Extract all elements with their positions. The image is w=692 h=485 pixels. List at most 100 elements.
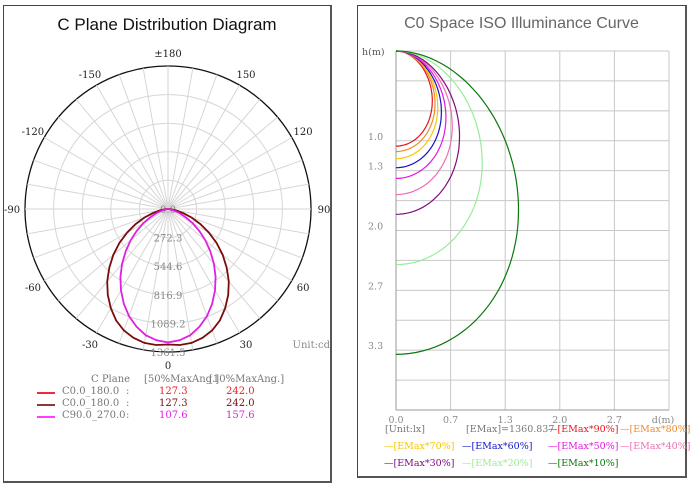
legend-header-plane: C Plane <box>91 374 131 385</box>
legend-row: C0.0_180.0 : 127.3 242.0 <box>4 398 333 410</box>
legend-header: C Plane [50%MaxAng.] [10%MaxAng.] <box>4 374 333 386</box>
legend-value-50: 127.3 <box>159 398 188 409</box>
iso-legend-item: —[EMax*20%] <box>462 458 533 469</box>
legend-row: C90.0_270.0 : 107.6 157.6 <box>4 410 333 422</box>
polar-grid-spoke <box>118 208 169 344</box>
iso-legend-item: —[EMax*90%] <box>548 424 619 435</box>
iso-y-tick-label: 1.3 <box>368 162 383 173</box>
polar-grid-spoke <box>96 208 169 334</box>
iso-curve-emax-10- <box>395 50 520 355</box>
polar-grid-spoke <box>27 208 169 235</box>
polar-grid-spoke <box>167 99 261 210</box>
iso-legend-item: —[EMax*70%] <box>384 441 455 452</box>
legend-row: C0.0_180.0 : 127.3 242.0 <box>4 386 333 398</box>
legend-value-10: 242.0 <box>226 398 255 409</box>
polar-grid-spoke <box>167 208 194 350</box>
legend-unit: [Unit:lx] <box>385 424 425 435</box>
polar-grid-spoke <box>167 68 194 210</box>
polar-grid-spoke <box>167 116 278 210</box>
polar-grid-spoke <box>167 208 240 334</box>
legend-emax: [EMax]=1360.837 <box>466 424 555 435</box>
iso-y-tick-label: 2.7 <box>368 281 383 292</box>
polar-series-c0-0-180-0 <box>106 208 230 346</box>
polar-grid-spoke <box>75 99 169 210</box>
iso-y-tick-label: 3.3 <box>368 341 383 352</box>
iso-x-tick-label: 1.3 <box>498 415 513 426</box>
polar-grid-spoke <box>167 208 309 235</box>
polar-angle-label: 0 <box>165 361 171 372</box>
polar-grid-spoke <box>167 84 240 210</box>
polar-chart: 0.0 272.3 544.6 816.9 1089.2 1361.5 0 30 60 90 120… <box>4 49 331 372</box>
legend-header-10: [10%MaxAng.] <box>209 374 285 385</box>
iso-curve-emax-90- <box>395 50 433 147</box>
legend-value-10: 157.6 <box>226 410 255 421</box>
polar-angle-label: 90 <box>318 205 331 216</box>
legend-colon: : <box>126 386 130 397</box>
polar-chart-title: C Plane Distribution Diagram <box>57 15 277 34</box>
polar-angle-label: 120 <box>294 127 313 138</box>
polar-grid-spoke <box>43 137 169 210</box>
polar-radial-label: 1361.5 <box>151 348 186 359</box>
polar-angle-label: -120 <box>22 127 44 138</box>
polar-angle-label: 150 <box>236 70 255 81</box>
iso-curve-emax-20- <box>395 50 483 266</box>
polar-grid-spoke <box>142 68 169 210</box>
legend-value-50: 107.6 <box>159 410 188 421</box>
polar-angle-label: ±180 <box>154 49 181 60</box>
iso-curve-emax-40- <box>395 50 453 196</box>
polar-radial-label: 816.9 <box>154 291 183 302</box>
polar-grid-spoke <box>142 208 169 350</box>
polar-grid-spoke <box>33 159 169 210</box>
legend-name: C0.0_180.0 <box>62 386 120 397</box>
iso-x-tick-label: 0.7 <box>443 415 458 426</box>
legend-name: C90.0_270.0 <box>62 410 126 421</box>
iso-legend-item: —[EMax*50%] <box>548 441 619 452</box>
iso-legend-item: —[EMax*60%] <box>462 441 533 452</box>
polar-angle-label: -60 <box>25 283 41 294</box>
polar-radial-label: 544.6 <box>154 262 183 273</box>
iso-curve-emax-50- <box>395 50 447 179</box>
legend-colon: : <box>126 398 130 409</box>
iso-x-tick-label: 2.7 <box>607 415 622 426</box>
polar-grid-spoke <box>167 74 218 210</box>
iso-legend-item: —[EMax*80%] <box>620 424 691 435</box>
iso-x-tick-label: 2.0 <box>552 415 567 426</box>
polar-grid-spoke <box>167 159 303 210</box>
iso-curve-emax-30- <box>395 50 461 215</box>
legend-colon: : <box>126 410 130 421</box>
polar-grid-spoke <box>27 183 169 210</box>
legend-swatch <box>37 404 55 406</box>
iso-curve-emax-60- <box>395 50 443 169</box>
legend-value-10: 242.0 <box>226 386 255 397</box>
iso-legend-item: —[EMax*10%] <box>548 458 619 469</box>
iso-y-tick-label: 2.0 <box>368 222 383 233</box>
polar-angle-label: 30 <box>240 340 253 351</box>
iso-y-axis-label: h(m) <box>362 47 385 58</box>
polar-chart-panel: C Plane Distribution Diagram 0.0 272.3 544… <box>3 5 332 483</box>
polar-series-c90-0-270-0 <box>119 208 217 344</box>
polar-angle-label: -90 <box>4 205 20 216</box>
polar-grid-spoke <box>167 183 309 210</box>
iso-legend-item: —[EMax*30%] <box>384 458 455 469</box>
polar-radial-label: 1089.2 <box>151 319 186 330</box>
iso-chart-title: C0 Space ISO Illuminance Curve <box>404 15 639 32</box>
legend-value-50: 127.3 <box>159 386 188 397</box>
legend-swatch <box>37 392 55 394</box>
iso-legend-item: —[EMax*40%] <box>620 441 691 452</box>
polar-grid-spoke <box>167 137 293 210</box>
iso-chart-panel: C0 Space ISO Illuminance Curve h(m) 1.0 1.… <box>357 5 691 478</box>
polar-radial-label: 0.0 <box>160 205 176 216</box>
polar-unit-label: Unit:cd <box>293 340 331 351</box>
polar-angle-label: 60 <box>297 283 310 294</box>
polar-radial-label: 272.3 <box>154 234 183 245</box>
legend-name: C0.0_180.0 <box>62 398 120 409</box>
polar-grid-spoke <box>58 116 169 210</box>
polar-grid-spoke <box>118 74 169 210</box>
iso-x-axis-label: d(m) <box>652 415 675 426</box>
polar-grid-spoke <box>167 208 218 344</box>
iso-y-tick-label: 1.0 <box>368 132 383 143</box>
legend-swatch <box>37 416 55 418</box>
polar-angle-label: -30 <box>82 340 98 351</box>
polar-grid-spoke <box>96 84 169 210</box>
polar-angle-label: -150 <box>79 70 101 81</box>
